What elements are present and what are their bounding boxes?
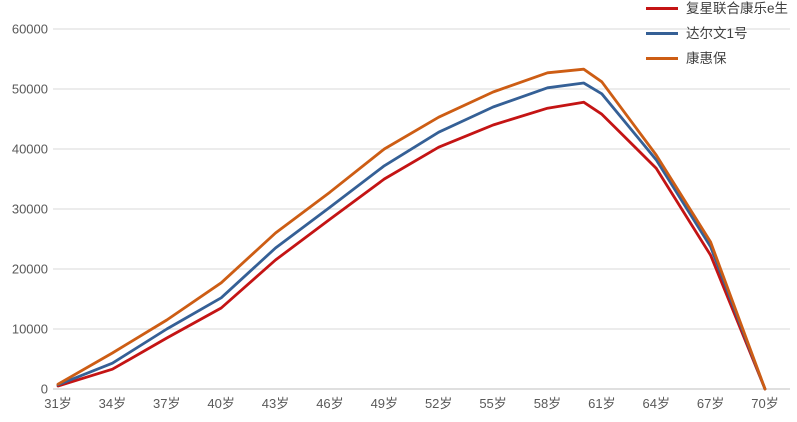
x-tick-label: 37岁 [153, 396, 180, 411]
x-tick-label: 61岁 [588, 396, 615, 411]
legend-label: 康惠保 [685, 51, 727, 66]
legend-line-swatch [645, 32, 678, 35]
legend-item-series-1: 达尔文1号 [645, 26, 788, 41]
y-tick-label: 50000 [12, 82, 48, 97]
legend-line-swatch [645, 7, 678, 10]
x-tick-label: 70岁 [751, 396, 778, 411]
y-tick-label: 0 [41, 382, 48, 397]
y-tick-label: 10000 [12, 322, 48, 337]
x-tick-label: 55岁 [479, 396, 506, 411]
series-line-2 [56, 67, 767, 391]
x-tick-label: 40岁 [207, 396, 234, 411]
legend-item-series-2: 康惠保 [645, 51, 788, 66]
x-tick-label: 31岁 [44, 396, 71, 411]
x-tick-label: 34岁 [99, 396, 126, 411]
y-tick-label: 30000 [12, 202, 48, 217]
x-tick-label: 46岁 [316, 396, 343, 411]
x-tick-label: 52岁 [425, 396, 452, 411]
x-tick-label: 67岁 [697, 396, 724, 411]
y-tick-label: 40000 [12, 142, 48, 157]
chart-legend: 复星联合康乐e生 达尔文1号 康惠保 [645, 1, 788, 66]
legend-label: 达尔文1号 [685, 26, 748, 41]
series-line-0 [56, 100, 767, 391]
y-tick-label: 20000 [12, 262, 48, 277]
legend-item-series-0: 复星联合康乐e生 [645, 1, 788, 16]
series-line-1 [56, 81, 767, 391]
legend-line-swatch [645, 57, 678, 60]
x-tick-label: 58岁 [534, 396, 561, 411]
y-tick-label: 60000 [12, 22, 48, 37]
legend-label: 复星联合康乐e生 [685, 1, 788, 16]
x-tick-label: 49岁 [371, 396, 398, 411]
x-tick-label: 43岁 [262, 396, 289, 411]
x-tick-label: 64岁 [642, 396, 669, 411]
